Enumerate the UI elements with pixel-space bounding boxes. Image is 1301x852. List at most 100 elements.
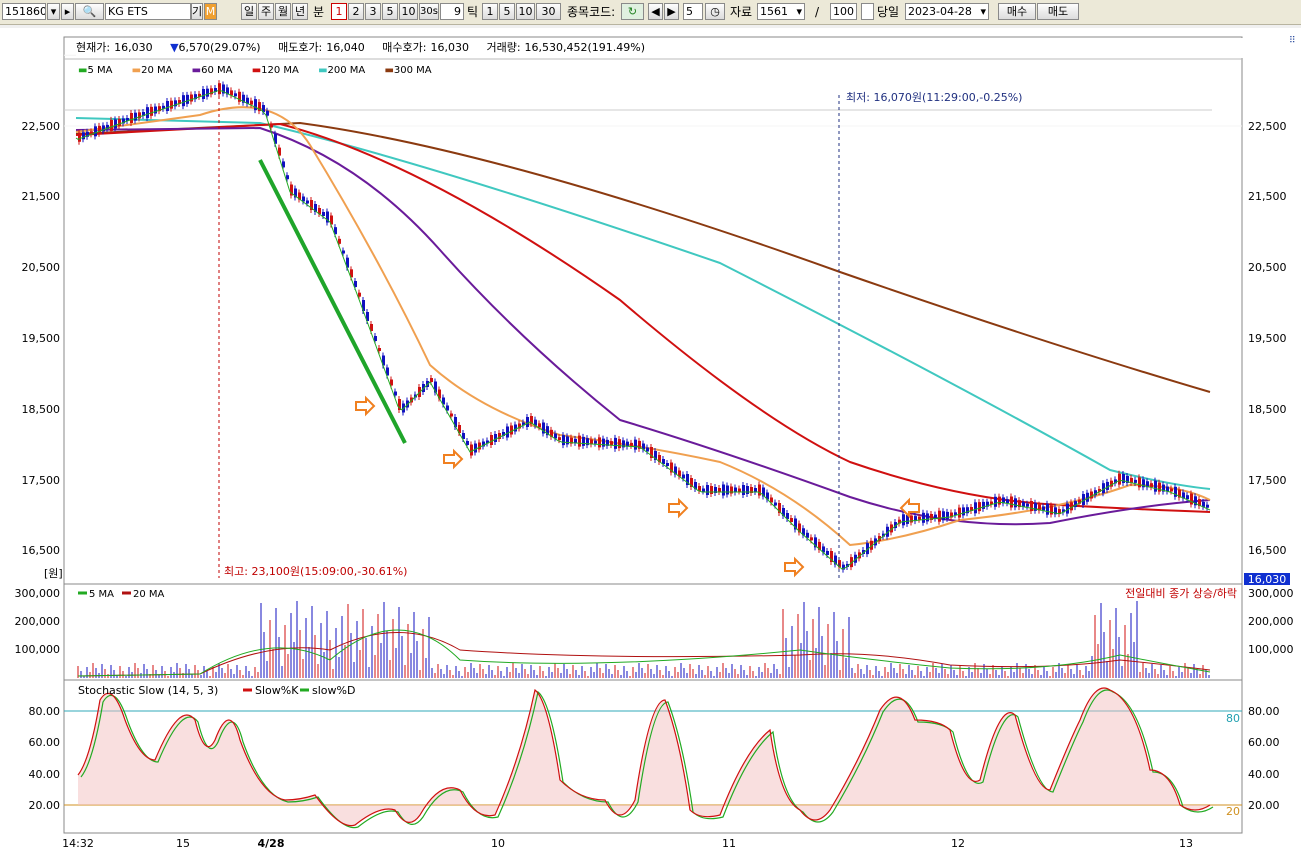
- data-label: 자료: [730, 5, 753, 19]
- candle-body: [902, 514, 905, 526]
- candle-body: [482, 441, 485, 447]
- candle-body: [374, 336, 377, 341]
- stock-code-input[interactable]: 151860: [2, 3, 46, 20]
- candle-body: [882, 533, 885, 537]
- price-tick-right: 20,500: [1248, 261, 1287, 274]
- candle-body: [978, 502, 981, 512]
- candle-body: [1082, 494, 1085, 506]
- sell-button[interactable]: 매도: [1037, 3, 1079, 20]
- today-checkbox[interactable]: [861, 3, 874, 20]
- chart-area[interactable]: 22,500 21,500 20,500 19,500 18,500 17,50…: [0, 28, 1301, 852]
- candle-body: [594, 440, 597, 444]
- candle-body: [962, 507, 965, 516]
- clock-button[interactable]: ◷: [705, 3, 725, 20]
- candle-body: [638, 440, 641, 449]
- ask-price: 16,040: [326, 41, 365, 54]
- step-input[interactable]: 5: [683, 3, 703, 20]
- time-tick: 4/28: [258, 837, 285, 850]
- candle-body: [762, 487, 765, 497]
- minute-1-button[interactable]: 1: [331, 3, 347, 20]
- candle-body: [782, 508, 785, 516]
- next-stock-button[interactable]: ▸: [61, 3, 74, 20]
- period-month-button[interactable]: 월: [275, 3, 291, 20]
- period-day-button[interactable]: 일: [241, 3, 257, 20]
- candle-body: [922, 512, 925, 523]
- tick-5-button[interactable]: 5: [499, 3, 515, 20]
- tick-10-button[interactable]: 10: [516, 3, 535, 20]
- gi-button[interactable]: 기: [191, 3, 203, 20]
- arrow-right-icon: [355, 395, 376, 417]
- search-button[interactable]: 🔍: [75, 3, 104, 20]
- candle-body: [674, 466, 677, 475]
- candle-body: [1114, 479, 1117, 484]
- volume-label: 거래량:: [486, 41, 521, 54]
- minute-10-button[interactable]: 10: [399, 3, 418, 20]
- next-button[interactable]: ▶: [664, 3, 679, 20]
- candle-body: [906, 514, 909, 524]
- period-week-button[interactable]: 주: [258, 3, 274, 20]
- stoch-marker-80: 80: [1226, 712, 1240, 725]
- prev-button[interactable]: ◀: [648, 3, 663, 20]
- data-count-select[interactable]: 1561 ▾: [757, 3, 805, 20]
- stoch-k-line: [77, 687, 1211, 827]
- candle-body: [982, 501, 985, 509]
- minute-3-button[interactable]: 3: [365, 3, 381, 20]
- candle-body: [810, 537, 813, 541]
- candle-body: [1186, 495, 1189, 500]
- candle-body: [222, 84, 225, 94]
- seconds-30-button[interactable]: 30s: [419, 3, 439, 20]
- candle-body: [166, 101, 169, 111]
- trendline: [258, 159, 407, 444]
- code-dropdown-button[interactable]: ▾: [47, 3, 60, 20]
- candle-body: [126, 117, 129, 121]
- candle-body: [690, 478, 693, 487]
- candle-body: [298, 192, 301, 200]
- period-year-button[interactable]: 년: [292, 3, 308, 20]
- minute-5-button[interactable]: 5: [382, 3, 398, 20]
- volume-tick-right: 100,000: [1248, 643, 1294, 656]
- candle-body: [986, 501, 989, 507]
- candle-body: [930, 514, 933, 520]
- candle-body: [450, 413, 453, 417]
- tick-input[interactable]: 9: [440, 3, 464, 20]
- candle-body: [378, 348, 381, 351]
- arrow-left-icon: [899, 497, 920, 519]
- bid-label: 매수호가:: [382, 41, 427, 54]
- page-size-input[interactable]: 100: [830, 3, 857, 20]
- refresh-button[interactable]: ↻: [621, 3, 644, 20]
- candle-body: [538, 423, 541, 428]
- price-tick-left: 18,500: [22, 403, 61, 416]
- tick-30-button[interactable]: 30: [536, 3, 561, 20]
- candle-body: [1086, 492, 1089, 502]
- candle-body: [178, 100, 181, 104]
- chart-svg[interactable]: 22,500 21,500 20,500 19,500 18,500 17,50…: [0, 28, 1301, 852]
- grid-menu-icon[interactable]: ⠿: [1289, 36, 1296, 46]
- candle-body: [554, 433, 557, 439]
- candle-body: [942, 511, 945, 521]
- candle-body: [382, 355, 385, 366]
- ma5-legend: ▬5 MA: [78, 65, 113, 76]
- volume-note: 전일대비 종가 상승/하락: [1125, 586, 1237, 600]
- candle-body: [290, 184, 293, 196]
- candle-body: [494, 434, 497, 442]
- minute-2-button[interactable]: 2: [348, 3, 364, 20]
- price-tick-left: 21,500: [22, 190, 61, 203]
- bid-price: 16,030: [430, 41, 469, 54]
- candle-body: [1102, 483, 1105, 494]
- vol-ma20-legend: 20 MA: [133, 589, 165, 600]
- candle-body: [474, 443, 477, 453]
- candle-body: [706, 485, 709, 495]
- candle-body: [282, 161, 285, 168]
- price-tick-right: 22,500: [1248, 120, 1287, 133]
- m-button[interactable]: M: [204, 3, 217, 20]
- candle-body: [934, 514, 937, 519]
- candle-body: [694, 482, 697, 489]
- candle-body: [358, 292, 361, 297]
- tick-1-button[interactable]: 1: [482, 3, 498, 20]
- candle-body: [438, 389, 441, 399]
- candle-body: [306, 200, 309, 204]
- date-select[interactable]: 2023-04-28 ▾: [905, 3, 989, 20]
- candle-body: [698, 486, 701, 491]
- candle-body: [98, 125, 101, 134]
- buy-button[interactable]: 매수: [998, 3, 1036, 20]
